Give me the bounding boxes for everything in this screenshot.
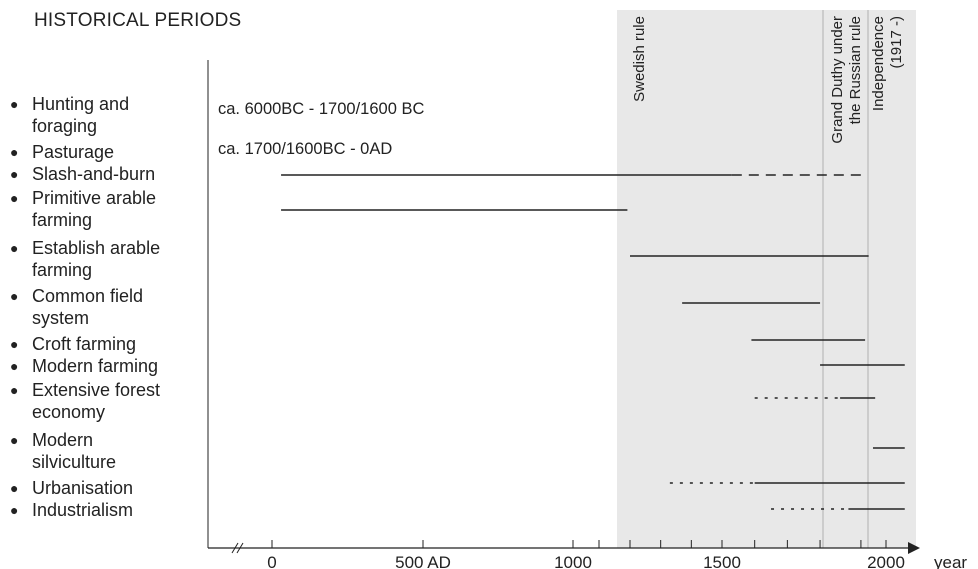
bullet-icon: ● [10, 432, 19, 448]
category-urbanisation: ● Urbanisation [10, 477, 200, 499]
category-extensive-forest-economy: ● Extensive forest economy [10, 379, 200, 423]
category-common-field-system: ● Common field system [10, 285, 200, 329]
period-label-independence-1917: Independence [870, 16, 887, 111]
category-label: Modern silviculture [32, 430, 117, 472]
category-pasturage: ● Pasturage [10, 141, 200, 163]
category-establish-arable-farming: ● Establish arable farming [10, 237, 200, 281]
x-tick-label-2000: 2000 [867, 553, 905, 569]
category-label: Hunting and foraging [32, 94, 130, 136]
bullet-icon: ● [10, 480, 19, 496]
bullet-icon: ● [10, 288, 19, 304]
x-tick-label-1500: 1500 [703, 553, 741, 569]
subtitle-pasturage-dates: ca. 1700/1600BC - 0AD [218, 140, 393, 158]
bullet-icon: ● [10, 358, 19, 374]
period-label-grand-duthy-under-the-russian-rule: Grand Duthy under [829, 16, 846, 144]
x-axis-label: year [934, 553, 967, 569]
x-tick-label-1000: 1000 [554, 553, 592, 569]
subtitle-hunting-dates: ca. 6000BC - 1700/1600 BC [218, 100, 425, 118]
category-hunting-and-foraging: ● Hunting and foraging [10, 93, 200, 137]
bullet-icon: ● [10, 502, 19, 518]
x-axis-arrow [908, 542, 920, 554]
category-label: Primitive arable farming [32, 188, 157, 230]
category-label: Croft farming [32, 334, 137, 354]
bullet-icon: ● [10, 336, 19, 352]
category-label: Common field system [32, 286, 144, 328]
category-label: Modern farming [32, 356, 159, 376]
category-modern-silviculture: ● Modern silviculture [10, 429, 200, 473]
bullet-icon: ● [10, 96, 19, 112]
period-shading [617, 10, 916, 548]
bullet-icon: ● [10, 382, 19, 398]
chart-title: HISTORICAL PERIODS [34, 10, 242, 31]
category-croft-farming: ● Croft farming [10, 333, 200, 355]
category-label: Establish arable farming [32, 238, 161, 280]
category-label: Urbanisation [32, 478, 134, 498]
period-label-independence-1917-1: (1917 -) [888, 16, 905, 69]
x-tick-label-0: 0 [267, 553, 276, 569]
bullet-icon: ● [10, 190, 19, 206]
bullet-icon: ● [10, 240, 19, 256]
period-label-swedish-rule: Swedish rule [631, 16, 648, 102]
category-label: Slash-and-burn [32, 164, 156, 184]
bullet-icon: ● [10, 166, 19, 182]
category-label: Pasturage [32, 142, 115, 162]
axis-break-mark [236, 542, 244, 554]
bullet-icon: ● [10, 144, 19, 160]
category-industrialism: ● Industrialism [10, 499, 200, 521]
x-tick-label-500: 500 AD [395, 553, 451, 569]
category-label: Industrialism [32, 500, 134, 520]
category-modern-farming: ● Modern farming [10, 355, 200, 377]
category-label: Extensive forest economy [32, 380, 161, 422]
category-slash-and-burn: ● Slash-and-burn [10, 163, 200, 185]
axis-break-mark [231, 542, 239, 554]
category-primitive-arable-farming: ● Primitive arable farming [10, 187, 200, 231]
period-label-grand-duthy-under-the-russian-rule-1: the Russian rule [847, 16, 864, 124]
